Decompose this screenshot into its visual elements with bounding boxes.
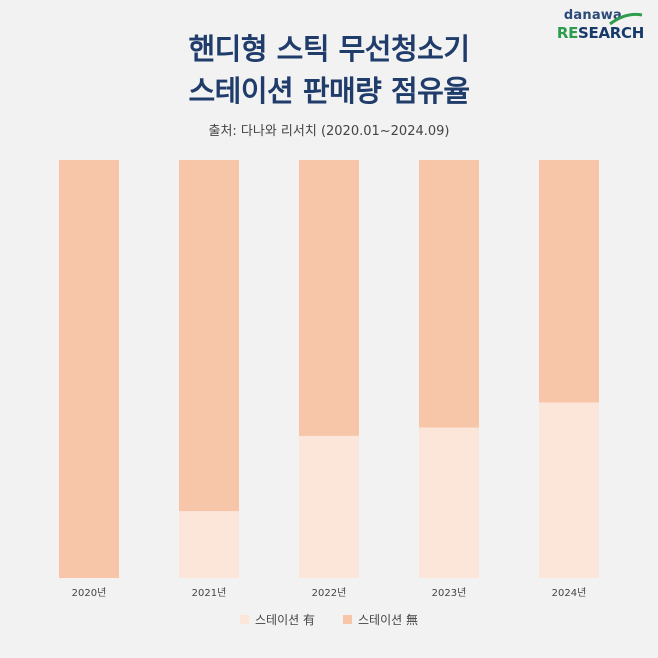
logo-brand-accent: RE — [556, 24, 579, 42]
chart-source: 출처: 다나와 리서치 (2020.01~2024.09) — [208, 124, 450, 139]
legend-swatch-without-station — [343, 615, 352, 624]
x-tick-label-2023: 2023년 — [432, 587, 467, 599]
bar-2023-with-station — [419, 427, 479, 578]
legend-label-without-station: 스테이션 無 — [358, 613, 418, 627]
chart-title: 핸디형 스틱 무선청소기 스테이션 판매량 점유율 — [0, 28, 658, 112]
legend-item-without-station: 스테이션 無 — [343, 611, 418, 628]
bar-2021-with-station — [179, 511, 239, 578]
bar-2024-without-station — [539, 160, 599, 403]
bar-2023-without-station — [419, 160, 479, 428]
bar-2022-without-station — [299, 160, 359, 436]
danawa-research-logo: danawa RESEARCH — [536, 6, 646, 46]
chart-title-line-1: 핸디형 스틱 무선청소기 — [188, 32, 471, 66]
x-tick-label-2024: 2024년 — [552, 587, 587, 599]
logo-brand-top: danawa — [563, 8, 622, 23]
legend-swatch-with-station — [240, 615, 250, 624]
x-tick-label-2022: 2022년 — [312, 587, 347, 599]
x-tick-label-2020: 2020년 — [72, 587, 107, 599]
logo-brand-rest: SEARCH — [578, 24, 644, 42]
x-tick-label-2021: 2021년 — [192, 587, 227, 599]
bar-2022-with-station — [299, 435, 359, 578]
bar-2024-with-station — [539, 402, 599, 578]
logo-swoosh-icon — [609, 12, 643, 26]
bar-2020-without-station — [59, 160, 119, 578]
chart-title-line-2: 스테이션 판매량 점유율 — [188, 74, 471, 108]
legend-label-with-station: 스테이션 有 — [255, 613, 315, 627]
bar-2021-without-station — [179, 160, 239, 512]
legend-item-with-station: 스테이션 有 — [240, 611, 315, 628]
chart-legend: 스테이션 有 스테이션 無 — [0, 611, 658, 628]
logo-brand-bottom: RESEARCH — [557, 24, 644, 42]
